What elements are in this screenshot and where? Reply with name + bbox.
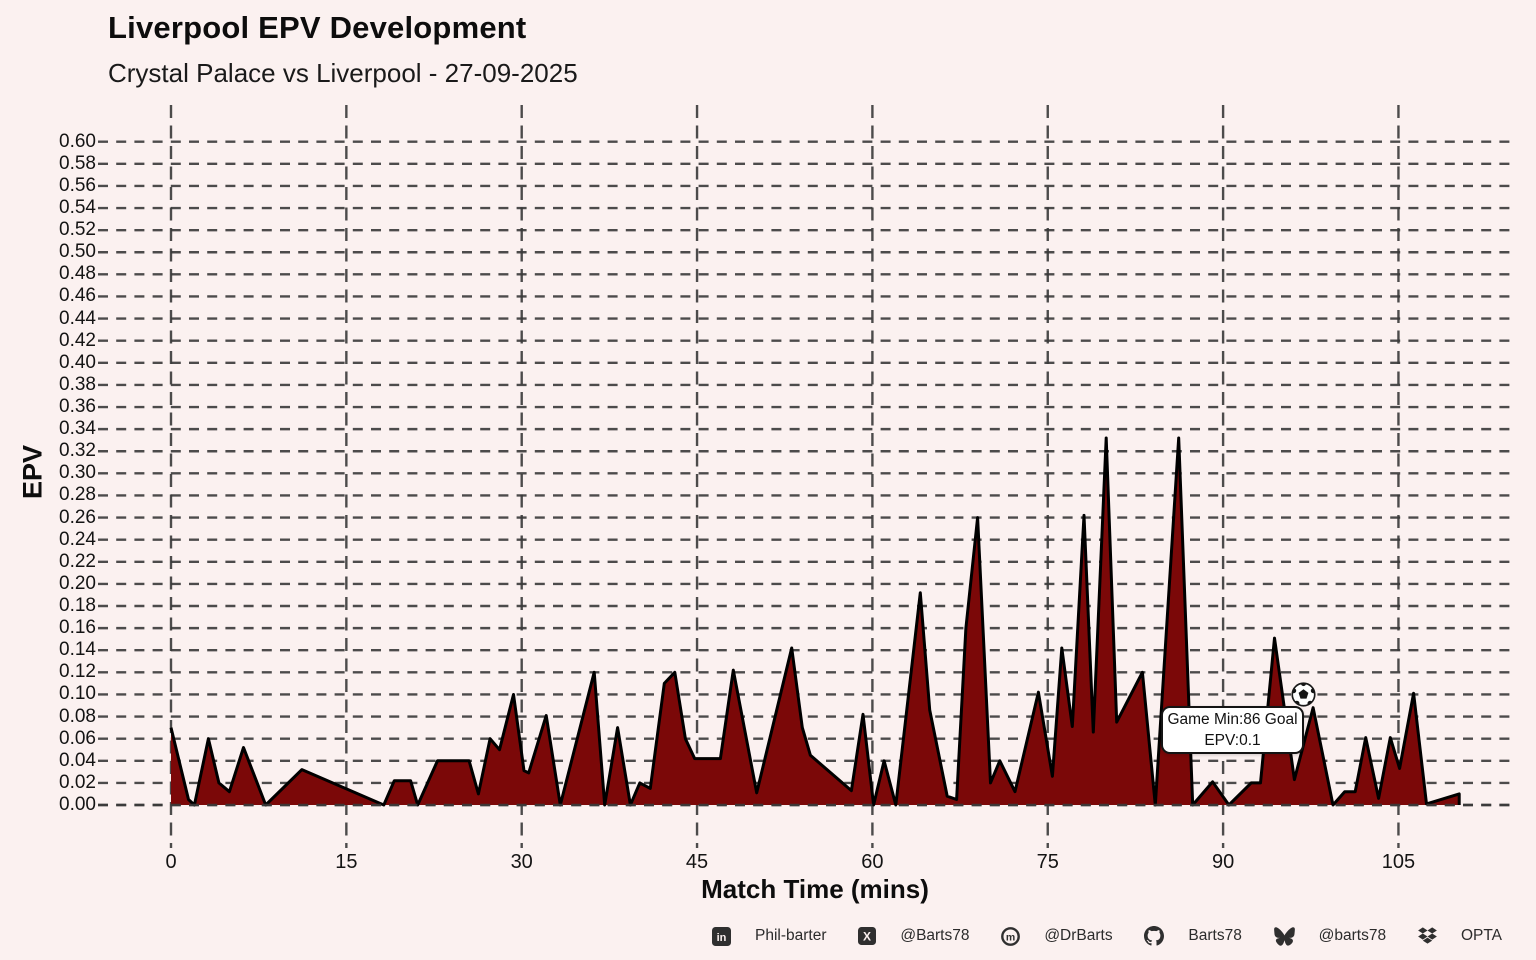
footer-item-github[interactable]: Barts78	[1144, 926, 1242, 946]
y-tick-label: 0.56	[59, 174, 96, 196]
y-tick-label: 0.36	[59, 396, 96, 418]
footer-item-linkedin[interactable]: in Phil-barter	[712, 926, 827, 946]
svg-text:in: in	[717, 932, 727, 944]
github-icon	[1144, 926, 1165, 946]
y-tick-label: 0.26	[59, 506, 96, 528]
svg-text:m: m	[1006, 931, 1015, 943]
y-tick-label: 0.08	[59, 705, 96, 727]
x-tick-label: 30	[510, 851, 533, 873]
y-tick-label: 0.06	[59, 727, 96, 749]
y-tick-label: 0.38	[59, 373, 96, 395]
y-tick-label: 0.12	[59, 661, 96, 683]
y-tick-label: 0.30	[59, 462, 96, 484]
svg-text:X: X	[863, 930, 871, 944]
y-tick-label: 0.50	[59, 241, 96, 263]
linkedin-icon: in	[712, 926, 731, 946]
y-tick-label: 0.54	[59, 197, 96, 219]
x-tick-label: 105	[1381, 851, 1416, 873]
x-tick-label: 75	[1036, 851, 1059, 873]
y-tick-label: 0.32	[59, 440, 96, 462]
y-tick-label: 0.52	[59, 219, 96, 241]
soccer-ball-icon	[1291, 682, 1316, 707]
y-tick-label: 0.10	[59, 683, 96, 705]
x-tick-label: 15	[335, 851, 358, 873]
x-axis-title: Match Time (mins)	[701, 874, 929, 904]
y-tick-label: 0.46	[59, 285, 96, 307]
goal-annotation-tooltip: Game Min:86 Goal EPV:0.1	[1161, 706, 1304, 754]
chart-subtitle: Crystal Palace vs Liverpool - 27-09-2025	[108, 58, 578, 88]
footer-item-bluesky[interactable]: @barts78	[1273, 926, 1387, 946]
y-tick-label: 0.40	[59, 351, 96, 373]
tooltip-line-1: Game Min:86 Goal	[1167, 711, 1298, 728]
x-tick-label: 90	[1211, 851, 1235, 873]
credits-footer: in Phil-barter X @Barts78 m @DrBarts Bar…	[712, 923, 1502, 949]
y-tick-label: 0.34	[59, 418, 96, 440]
footer-label-x[interactable]: @Barts78	[900, 927, 970, 944]
footer-label-linkedin[interactable]: Phil-barter	[755, 927, 827, 944]
footer-label-opta[interactable]: OPTA	[1460, 927, 1502, 944]
footer-label-mastodon[interactable]: @DrBarts	[1044, 927, 1113, 944]
y-tick-label: 0.44	[59, 307, 96, 329]
footer-label-bluesky[interactable]: @barts78	[1318, 927, 1387, 944]
x-icon: X	[858, 927, 877, 945]
y-tick-label: 0.18	[59, 595, 96, 616]
footer-item-mastodon[interactable]: m @DrBarts	[1001, 926, 1113, 946]
y-tick-label: 0.28	[59, 484, 96, 506]
epv-area-fill	[171, 438, 1460, 805]
y-tick-label: 0.60	[59, 130, 96, 152]
x-tick-label: 0	[165, 851, 177, 873]
y-tick-label: 0.20	[59, 572, 96, 594]
y-tick-label: 0.58	[59, 152, 96, 174]
bluesky-icon	[1273, 926, 1295, 946]
y-tick-label: 0.42	[59, 329, 96, 351]
y-tick-label: 0.04	[59, 749, 96, 771]
tooltip-line-2: EPV:0.1	[1204, 732, 1261, 749]
x-tick-label: 60	[861, 851, 884, 873]
chart-title: Liverpool EPV Development	[108, 10, 527, 45]
epv-line	[169, 436, 1461, 807]
y-tick-label: 0.24	[59, 528, 96, 550]
footer-item-x[interactable]: X @Barts78	[858, 927, 969, 945]
y-tick-label: 0.48	[59, 263, 96, 285]
x-tick-label: 45	[685, 851, 709, 873]
footer-item-opta[interactable]: OPTA	[1418, 927, 1502, 945]
y-tick-label: 0.02	[59, 771, 96, 793]
footer-label-github[interactable]: Barts78	[1188, 927, 1242, 944]
mastodon-icon: m	[1001, 926, 1021, 946]
y-axis-title: EPV	[17, 444, 48, 500]
y-tick-label: 0.16	[59, 617, 96, 639]
opta-icon	[1418, 927, 1437, 944]
y-tick-label: 0.00	[59, 794, 96, 815]
y-tick-label: 0.22	[59, 550, 96, 572]
y-tick-label: 0.14	[59, 639, 96, 661]
